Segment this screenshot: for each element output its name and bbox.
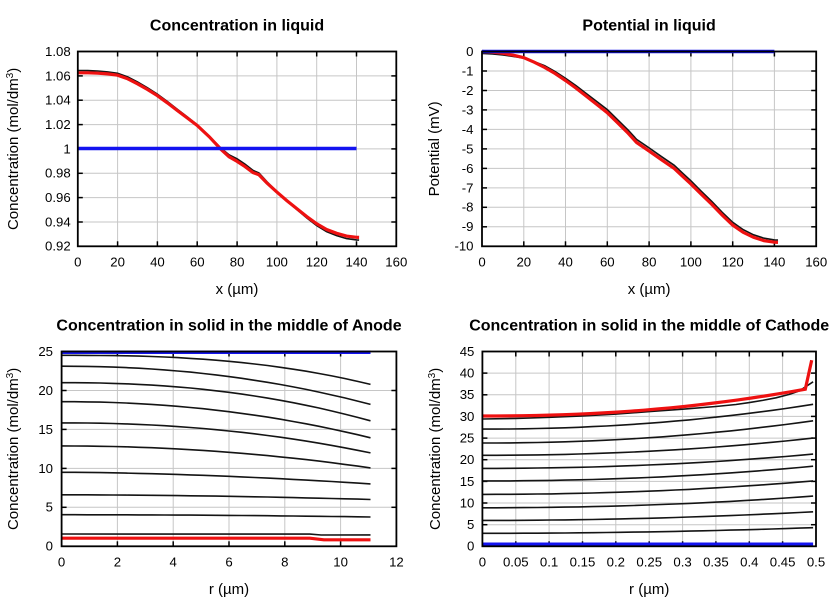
svg-text:12: 12 bbox=[389, 555, 404, 570]
svg-text:20: 20 bbox=[110, 255, 125, 270]
svg-text:0.94: 0.94 bbox=[45, 214, 71, 229]
svg-text:60: 60 bbox=[190, 255, 205, 270]
svg-text:5: 5 bbox=[46, 500, 53, 515]
svg-text:-1: -1 bbox=[462, 63, 474, 78]
svg-text:0: 0 bbox=[479, 555, 486, 570]
svg-text:x (µm): x (µm) bbox=[216, 281, 259, 298]
svg-text:-3: -3 bbox=[462, 102, 474, 117]
svg-text:20: 20 bbox=[516, 255, 531, 270]
svg-text:0.92: 0.92 bbox=[45, 239, 71, 254]
svg-text:80: 80 bbox=[642, 255, 657, 270]
svg-text:4: 4 bbox=[170, 555, 177, 570]
svg-text:-2: -2 bbox=[462, 83, 474, 98]
svg-text:-7: -7 bbox=[462, 180, 474, 195]
svg-text:1.06: 1.06 bbox=[45, 68, 71, 83]
svg-text:0.05: 0.05 bbox=[503, 555, 529, 570]
svg-text:60: 60 bbox=[600, 255, 615, 270]
svg-text:80: 80 bbox=[230, 255, 245, 270]
svg-text:0: 0 bbox=[466, 44, 473, 59]
svg-text:0.25: 0.25 bbox=[636, 555, 662, 570]
svg-text:100: 100 bbox=[266, 255, 288, 270]
svg-text:45: 45 bbox=[460, 344, 475, 359]
svg-text:Potential in liquid: Potential in liquid bbox=[582, 18, 715, 35]
svg-text:-8: -8 bbox=[462, 200, 474, 215]
svg-text:10: 10 bbox=[460, 495, 475, 510]
svg-text:160: 160 bbox=[805, 255, 827, 270]
svg-text:10: 10 bbox=[333, 555, 348, 570]
svg-text:0.35: 0.35 bbox=[703, 555, 729, 570]
svg-text:Concentration (mol/dm3): Concentration (mol/dm3) bbox=[5, 368, 22, 530]
svg-text:0.3: 0.3 bbox=[673, 555, 691, 570]
svg-text:Concentration in liquid: Concentration in liquid bbox=[150, 18, 324, 35]
svg-text:40: 40 bbox=[150, 255, 165, 270]
svg-text:-9: -9 bbox=[462, 219, 474, 234]
svg-text:2: 2 bbox=[114, 555, 121, 570]
svg-text:r (µm): r (µm) bbox=[209, 581, 249, 598]
svg-text:0.98: 0.98 bbox=[45, 166, 71, 181]
svg-text:1.08: 1.08 bbox=[45, 44, 71, 59]
svg-text:0.15: 0.15 bbox=[570, 555, 596, 570]
svg-text:140: 140 bbox=[763, 255, 785, 270]
svg-text:25: 25 bbox=[38, 344, 53, 359]
svg-text:0.96: 0.96 bbox=[45, 190, 71, 205]
svg-text:40: 40 bbox=[558, 255, 573, 270]
svg-text:Concentration (mol/dm3): Concentration (mol/dm3) bbox=[427, 368, 444, 530]
svg-text:0: 0 bbox=[478, 255, 485, 270]
svg-text:1.02: 1.02 bbox=[45, 117, 71, 132]
svg-text:5: 5 bbox=[467, 517, 474, 532]
svg-text:6: 6 bbox=[225, 555, 232, 570]
svg-text:0: 0 bbox=[467, 539, 474, 554]
svg-text:160: 160 bbox=[385, 255, 407, 270]
svg-text:1.04: 1.04 bbox=[45, 93, 71, 108]
svg-text:Concentration in solid in the: Concentration in solid in the middle of … bbox=[56, 318, 401, 335]
svg-text:100: 100 bbox=[680, 255, 702, 270]
svg-text:0: 0 bbox=[46, 539, 53, 554]
svg-text:0.45: 0.45 bbox=[770, 555, 796, 570]
svg-text:-5: -5 bbox=[462, 141, 474, 156]
svg-text:25: 25 bbox=[460, 431, 475, 446]
svg-text:-6: -6 bbox=[462, 161, 474, 176]
svg-text:8: 8 bbox=[281, 555, 288, 570]
svg-text:0: 0 bbox=[74, 255, 81, 270]
svg-text:35: 35 bbox=[460, 387, 475, 402]
svg-text:10: 10 bbox=[38, 461, 53, 476]
svg-text:15: 15 bbox=[38, 422, 53, 437]
svg-text:0.5: 0.5 bbox=[807, 555, 825, 570]
svg-text:140: 140 bbox=[345, 255, 367, 270]
svg-text:30: 30 bbox=[460, 409, 475, 424]
svg-text:0: 0 bbox=[58, 555, 65, 570]
svg-text:Potential (mV): Potential (mV) bbox=[426, 101, 443, 196]
svg-text:0.4: 0.4 bbox=[740, 555, 758, 570]
svg-text:0.2: 0.2 bbox=[607, 555, 625, 570]
svg-text:120: 120 bbox=[722, 255, 744, 270]
svg-text:r (µm): r (µm) bbox=[629, 581, 669, 598]
svg-text:20: 20 bbox=[38, 383, 53, 398]
svg-text:20: 20 bbox=[460, 452, 475, 467]
svg-text:Concentration (mol/dm3): Concentration (mol/dm3) bbox=[5, 68, 22, 230]
svg-text:x (µm): x (µm) bbox=[628, 281, 671, 298]
svg-text:1: 1 bbox=[63, 141, 70, 156]
svg-text:40: 40 bbox=[460, 366, 475, 381]
svg-text:Concentration in solid in the: Concentration in solid in the middle of … bbox=[469, 318, 829, 335]
svg-text:120: 120 bbox=[306, 255, 328, 270]
svg-text:0.1: 0.1 bbox=[540, 555, 558, 570]
svg-text:-10: -10 bbox=[454, 239, 473, 254]
svg-text:-4: -4 bbox=[462, 122, 474, 137]
svg-text:15: 15 bbox=[460, 474, 475, 489]
